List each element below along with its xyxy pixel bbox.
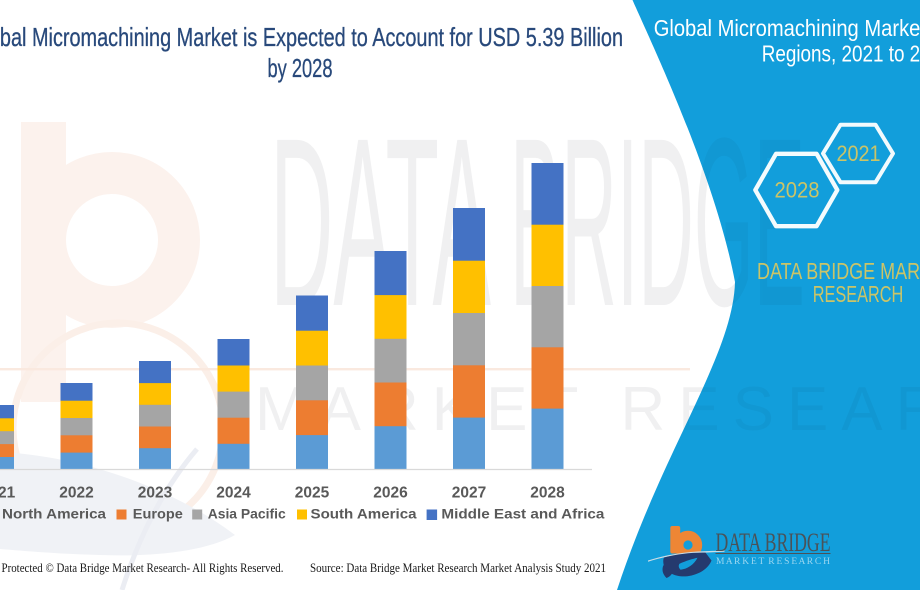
svg-text:RESEARCH: RESEARCH xyxy=(813,281,904,307)
svg-text:Europe: Europe xyxy=(133,506,183,522)
svg-text:South America: South America xyxy=(311,506,417,522)
svg-text:2022: 2022 xyxy=(59,485,93,502)
svg-text:M A R K E T R E S E A R C H: M A R K E T R E S E A R C H xyxy=(716,557,830,567)
svg-text:Middle East and Africa: Middle East and Africa xyxy=(441,506,604,522)
svg-text:Global Micromachining Market,: Global Micromachining Market, By xyxy=(654,15,920,41)
svg-text:DATA BRIDGE: DATA BRIDGE xyxy=(716,528,831,557)
svg-text:2026: 2026 xyxy=(373,485,408,502)
svg-text:2025: 2025 xyxy=(295,485,330,502)
svg-text:2023: 2023 xyxy=(138,485,173,502)
svg-text:2028: 2028 xyxy=(775,177,820,202)
svg-text:2028: 2028 xyxy=(530,485,565,502)
svg-text:DATA BRIDGE MARKET: DATA BRIDGE MARKET xyxy=(757,258,920,284)
svg-text:2021: 2021 xyxy=(0,485,16,502)
svg-text:Regions, 2021 to 2028: Regions, 2021 to 2028 xyxy=(762,41,920,67)
svg-text:2024: 2024 xyxy=(216,485,251,502)
svg-text:2021: 2021 xyxy=(837,141,881,166)
svg-text:Global Micromachining Market i: Global Micromachining Market is Expected… xyxy=(0,22,623,52)
svg-text:Asia Pacific: Asia Pacific xyxy=(208,506,286,522)
svg-text:North America: North America xyxy=(2,506,106,522)
svg-text:Protected © Data Bridge Market: Protected © Data Bridge Market Research-… xyxy=(2,561,284,575)
svg-text:by 2028: by 2028 xyxy=(268,53,333,83)
svg-text:Source: Data Bridge Market Res: Source: Data Bridge Market Research Mark… xyxy=(310,561,606,575)
svg-text:2027: 2027 xyxy=(452,485,486,502)
